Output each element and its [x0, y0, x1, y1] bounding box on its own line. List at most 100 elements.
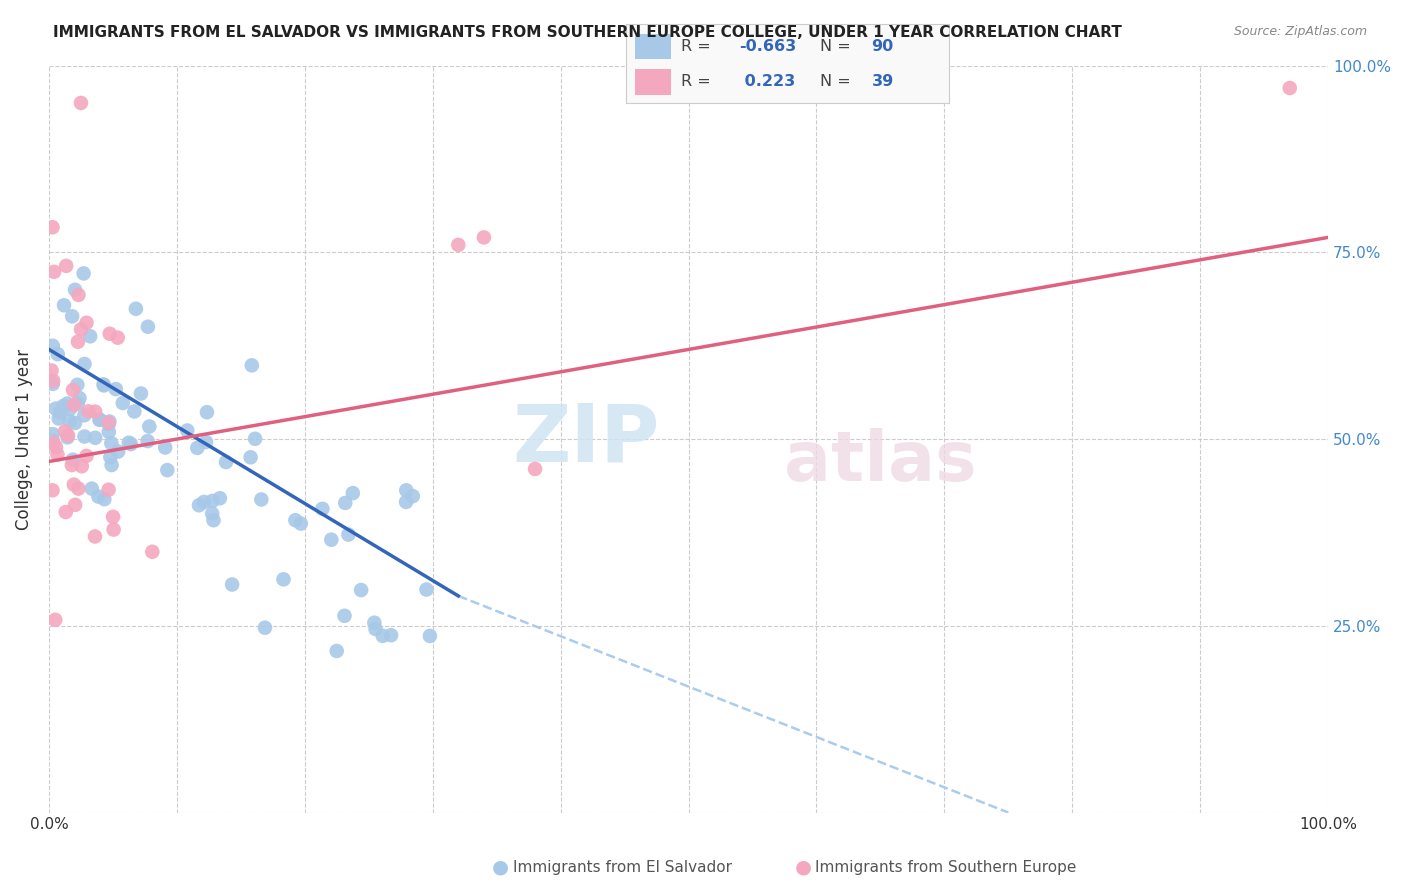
Point — [107, 444, 129, 458]
Point — [342, 486, 364, 500]
Point — [208, 491, 231, 506]
Point — [138, 419, 160, 434]
Text: ZIP: ZIP — [513, 401, 659, 478]
Point — [56, 396, 79, 410]
Point — [371, 629, 394, 643]
Point — [202, 513, 225, 527]
Text: Source: ZipAtlas.com: Source: ZipAtlas.com — [1233, 25, 1367, 38]
Point — [402, 489, 425, 503]
Point — [380, 628, 402, 642]
Point — [472, 230, 495, 244]
Point — [42, 339, 65, 353]
Point — [335, 496, 357, 510]
Point — [243, 432, 266, 446]
Point — [66, 334, 89, 349]
Text: R =: R = — [681, 74, 716, 89]
Point — [41, 220, 63, 235]
Point — [118, 435, 141, 450]
Point — [76, 316, 98, 330]
Point — [186, 441, 208, 455]
Point — [124, 404, 146, 418]
Point — [59, 414, 82, 428]
Point — [100, 450, 122, 464]
Point — [66, 377, 89, 392]
Point — [80, 482, 103, 496]
Point — [70, 95, 93, 110]
Point — [63, 283, 86, 297]
Point — [415, 582, 437, 597]
Point — [104, 382, 127, 396]
Point — [129, 386, 152, 401]
Point — [93, 377, 115, 392]
Point — [337, 527, 360, 541]
Point — [221, 577, 243, 591]
Point — [364, 622, 387, 636]
Point — [363, 615, 385, 630]
Point — [93, 378, 115, 392]
Point — [120, 437, 142, 451]
Point — [73, 409, 96, 423]
Text: -0.663: -0.663 — [740, 39, 796, 54]
Point — [201, 507, 224, 521]
Point — [524, 462, 547, 476]
Point — [107, 331, 129, 345]
Point — [156, 463, 179, 477]
Point — [67, 288, 90, 302]
Text: atlas: atlas — [785, 428, 977, 495]
Point — [201, 494, 224, 508]
Point — [42, 374, 65, 388]
Text: Immigrants from Southern Europe: Immigrants from Southern Europe — [815, 860, 1077, 874]
Point — [97, 416, 120, 430]
Point — [42, 436, 65, 450]
Point — [42, 434, 65, 448]
Text: 39: 39 — [872, 74, 894, 89]
Point — [111, 396, 134, 410]
Point — [125, 301, 148, 316]
Point — [76, 449, 98, 463]
FancyBboxPatch shape — [636, 34, 671, 60]
Point — [84, 404, 107, 418]
Point — [63, 477, 86, 491]
Point — [60, 310, 83, 324]
Point — [49, 405, 72, 419]
Point — [63, 416, 86, 430]
Point — [48, 411, 70, 425]
Point — [66, 396, 89, 410]
Point — [136, 434, 159, 448]
Point — [97, 417, 120, 431]
Text: 0.223: 0.223 — [740, 74, 796, 89]
Text: R =: R = — [681, 39, 716, 54]
Point — [73, 357, 96, 371]
Point — [63, 398, 86, 412]
Point — [239, 450, 262, 465]
Point — [284, 513, 307, 527]
Point — [73, 429, 96, 443]
Point — [63, 498, 86, 512]
Point — [67, 482, 90, 496]
Point — [53, 298, 76, 312]
Point — [193, 495, 215, 509]
Point — [93, 492, 115, 507]
Point — [98, 415, 121, 429]
Point — [45, 440, 67, 454]
Point — [44, 613, 66, 627]
Point — [153, 441, 176, 455]
Point — [419, 629, 441, 643]
Point — [273, 572, 295, 586]
Point — [42, 265, 65, 279]
Point — [97, 425, 120, 439]
Point — [141, 545, 163, 559]
Point — [89, 412, 111, 426]
Point — [290, 516, 312, 531]
Point — [253, 621, 276, 635]
Point — [97, 483, 120, 497]
Point — [395, 495, 418, 509]
Point — [56, 428, 79, 442]
Point — [77, 404, 100, 418]
Text: ●: ● — [492, 857, 509, 877]
Point — [447, 238, 470, 252]
Point — [84, 431, 107, 445]
Point — [101, 509, 124, 524]
Point — [42, 427, 65, 442]
Point — [98, 326, 121, 341]
